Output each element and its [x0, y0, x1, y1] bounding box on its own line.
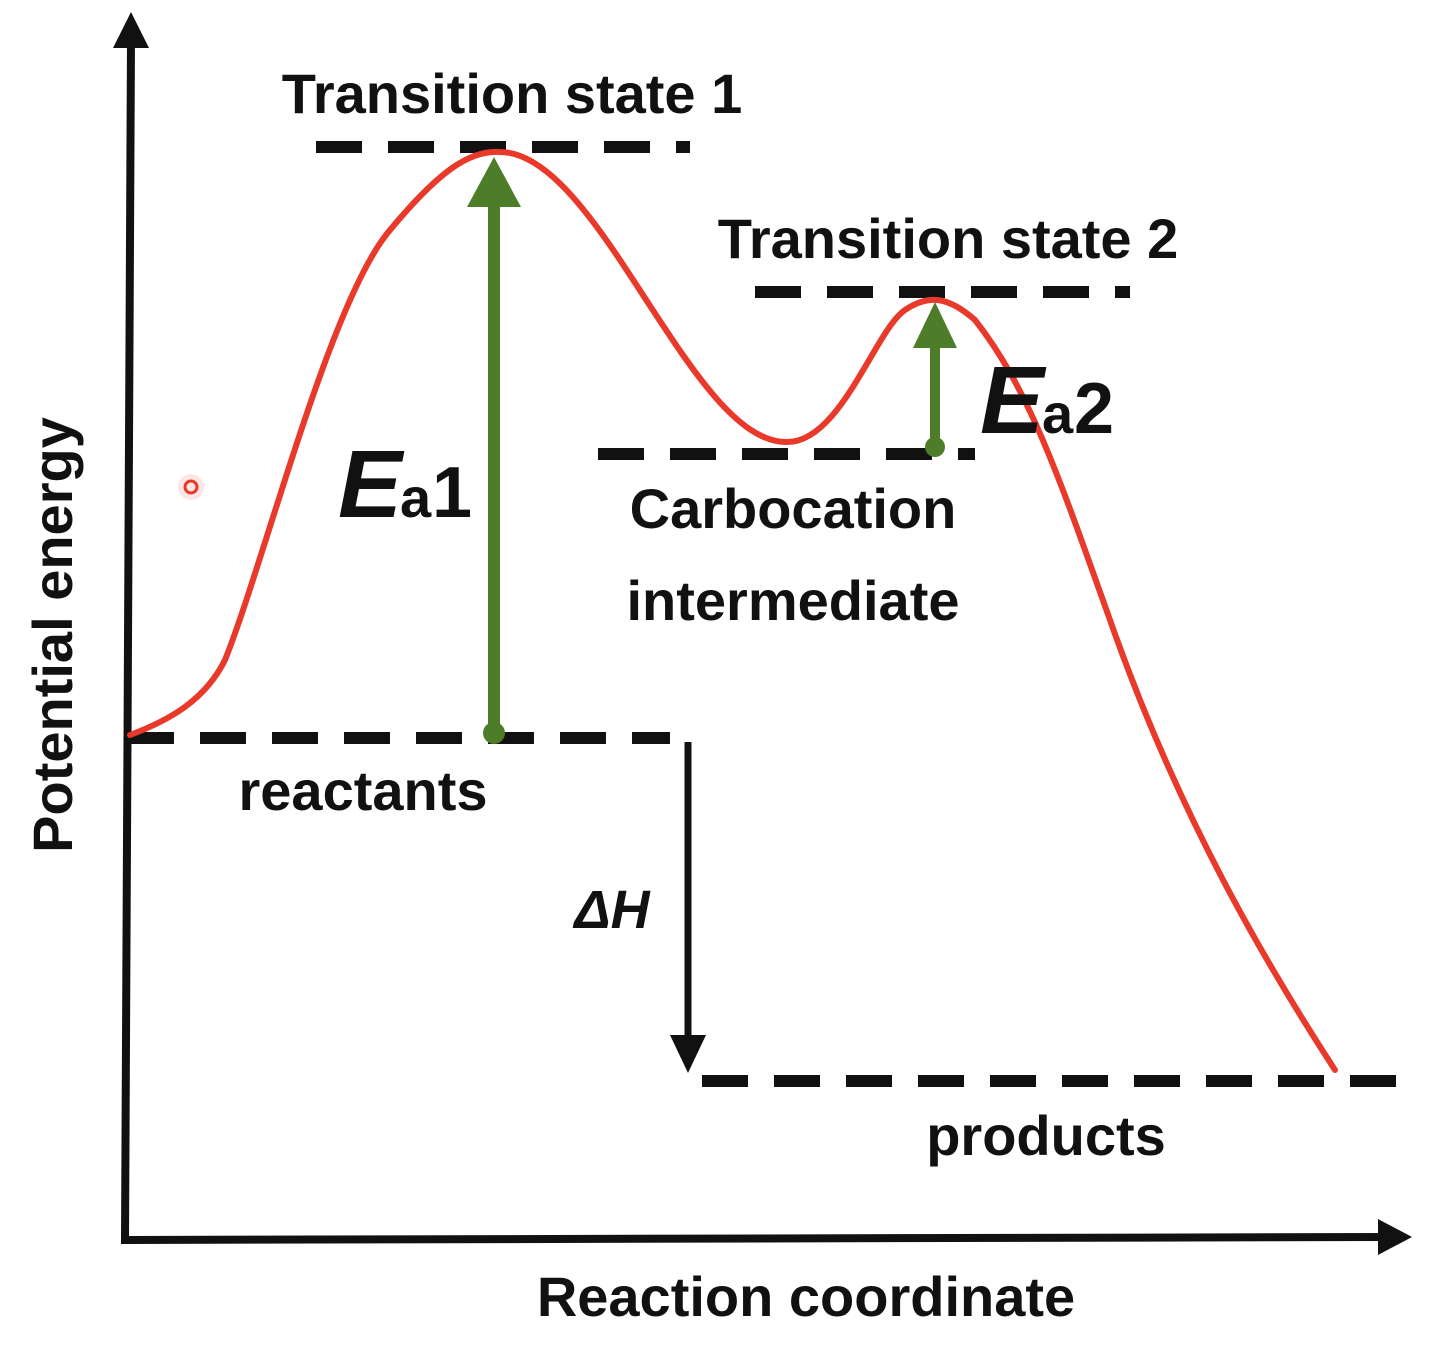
x-axis-label: Reaction coordinate: [537, 1265, 1075, 1328]
ea1-symbol: E: [338, 431, 405, 538]
axes: [113, 12, 1412, 1255]
ea1-subscript: a: [400, 466, 432, 529]
ea2-symbol: E: [980, 347, 1047, 454]
delta-h-label: ΔH: [572, 880, 650, 940]
carbocation-label-line2: intermediate: [627, 569, 960, 632]
x-axis-arrowhead: [1378, 1219, 1412, 1255]
transition-state-2-label: Transition state 2: [718, 207, 1179, 270]
ea1-label: E a 1: [338, 431, 472, 538]
ea2-label: E a 2: [980, 347, 1114, 454]
products-label: products: [926, 1104, 1166, 1167]
energy-curve: [127, 148, 1338, 1073]
ea1-number: 1: [432, 453, 472, 533]
ea2-number: 2: [1074, 369, 1114, 449]
ea2-arrow-base: [925, 437, 945, 457]
ea2-subscript: a: [1042, 382, 1074, 445]
ea1-arrow-base: [483, 722, 505, 744]
delta-h-arrow: [670, 742, 706, 1073]
delta-h-arrowhead: [670, 1035, 706, 1073]
transition-state-1-label: Transition state 1: [282, 62, 743, 125]
x-axis: [120, 1233, 1386, 1244]
ea2-arrowhead: [913, 302, 957, 348]
carbocation-label-line1: Carbocation: [630, 477, 957, 540]
cursor-marker: [178, 474, 204, 500]
ea1-arrowhead: [467, 157, 521, 207]
energy-levels: [128, 141, 1402, 1087]
y-axis-label: Potential energy: [21, 417, 84, 853]
y-axis-arrowhead: [113, 12, 149, 48]
y-axis: [121, 39, 135, 1241]
activation-arrows: [467, 157, 957, 744]
reactants-label: reactants: [238, 759, 487, 822]
